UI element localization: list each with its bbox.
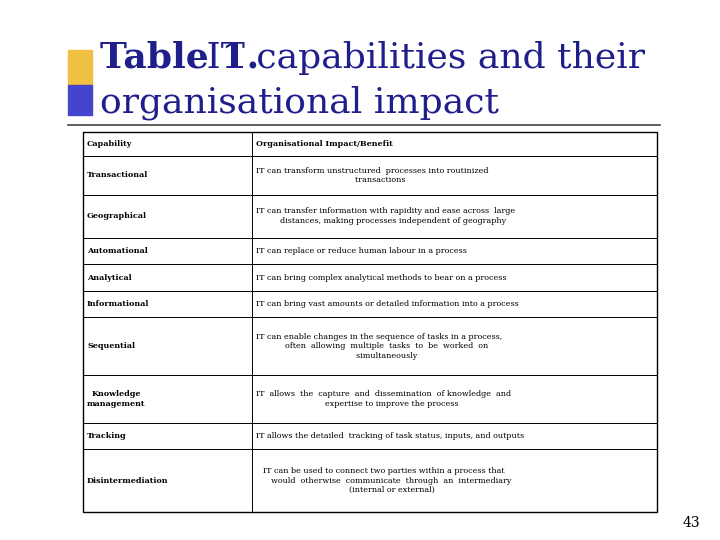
Text: organisational impact: organisational impact	[100, 86, 499, 120]
Text: Organisational Impact/Benefit: Organisational Impact/Benefit	[256, 140, 393, 148]
Text: IT  allows  the  capture  and  dissemination  of knowledge  and
      expertise : IT allows the capture and dissemination …	[256, 390, 511, 408]
Bar	[83, 132, 657, 512]
Text: IT can transform unstructured  processes into routinized
      transactions: IT can transform unstructured processes …	[256, 166, 489, 184]
Text: 43: 43	[683, 516, 700, 530]
Text: IT can bring complex analytical methods to bear on a process: IT can bring complex analytical methods …	[256, 273, 507, 281]
Text: IT can bring vast amounts or detailed information into a process: IT can bring vast amounts or detailed in…	[256, 300, 519, 308]
Bar	[68, 50, 92, 85]
Bar	[68, 85, 92, 115]
Text: Automational: Automational	[87, 247, 148, 255]
Text: Sequential: Sequential	[87, 342, 135, 350]
Text: IT can replace or reduce human labour in a process: IT can replace or reduce human labour in…	[256, 247, 467, 255]
Text: Table 1.: Table 1.	[100, 41, 259, 75]
Text: Transactional: Transactional	[87, 171, 148, 179]
Text: IT can enable changes in the sequence of tasks in a process,
      often  allowi: IT can enable changes in the sequence of…	[256, 333, 503, 360]
Text: Analytical: Analytical	[87, 273, 132, 281]
Text: Knowledge
management: Knowledge management	[87, 390, 145, 408]
Text: IT can be used to connect two parties within a process that
      would  otherwi: IT can be used to connect two parties wi…	[256, 467, 512, 494]
Text: Disintermediation: Disintermediation	[87, 477, 168, 485]
Text: Geographical: Geographical	[87, 212, 147, 220]
Text: Informational: Informational	[87, 300, 149, 308]
Text: Capability: Capability	[87, 140, 132, 148]
Text: IT allows the detailed  tracking of task status, inputs, and outputs: IT allows the detailed tracking of task …	[256, 432, 524, 440]
Text: Tracking: Tracking	[87, 432, 127, 440]
Text: IT capabilities and their: IT capabilities and their	[195, 41, 645, 75]
Text: IT can transfer information with rapidity and ease across  large
      distances: IT can transfer information with rapidit…	[256, 207, 516, 225]
